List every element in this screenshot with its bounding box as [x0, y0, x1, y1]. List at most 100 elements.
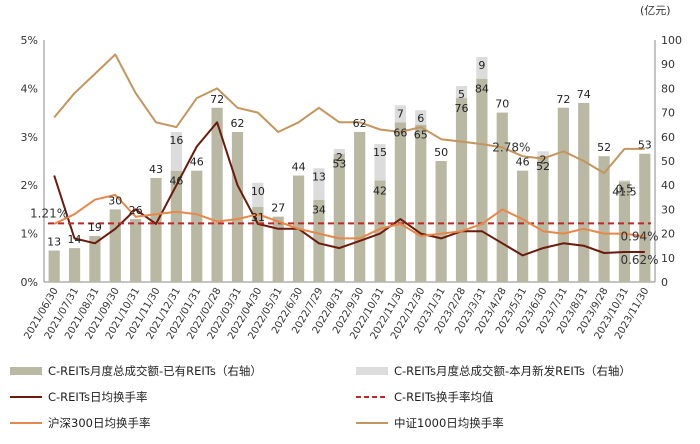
mean-annotation: 1.21% — [30, 206, 68, 220]
right-tick-label: 40 — [661, 179, 675, 192]
bar-existing-label: 53 — [332, 158, 346, 171]
bar-existing-label: 46 — [190, 156, 204, 169]
bar-existing — [537, 156, 549, 282]
right-tick-label: 70 — [661, 107, 675, 120]
right-tick-label: 60 — [661, 131, 675, 144]
bar-new-label: 15 — [373, 146, 387, 159]
bar-existing-label: 13 — [47, 236, 61, 249]
bar-new-label: 0.5 — [616, 182, 634, 195]
bar-existing-label: 34 — [312, 204, 326, 217]
legend-label-hs300: 沪深300日均换手率 — [48, 416, 150, 430]
series-line-0 — [53, 121, 645, 257]
bar-existing — [415, 124, 427, 282]
right-tick-label: 100 — [661, 34, 682, 47]
right-tick-label: 10 — [661, 252, 675, 265]
legend-label-creits-mean: C-REITs换手率均值 — [394, 390, 494, 404]
bar-existing-label: 62 — [353, 117, 367, 130]
left-tick-label: 0% — [21, 276, 38, 289]
bar-existing-label: 30 — [108, 194, 122, 207]
legend-item-creits-turnover: C-REITs日均换手率 — [10, 390, 147, 404]
legend-swatch-bars-existing — [10, 367, 42, 375]
bar-new-label: 10 — [251, 185, 265, 198]
bar-existing — [333, 153, 345, 282]
bar-existing-label: 65 — [414, 129, 428, 142]
bar-existing — [48, 250, 60, 282]
bar-existing — [272, 216, 284, 282]
bars — [48, 56, 651, 282]
right-tick-label: 30 — [661, 203, 675, 216]
bar-existing — [476, 78, 488, 282]
bar-existing-label: 72 — [556, 93, 570, 106]
bar-existing — [496, 112, 508, 282]
legend-item-bars-new: C-REITs月度总成交额-本月新发REITs（右轴） — [356, 364, 631, 378]
legend-label-bars-existing: C-REITs月度总成交额-已有REITs（右轴） — [48, 364, 262, 378]
legend-label-bars-new: C-REITs月度总成交额-本月新发REITs（右轴） — [394, 364, 631, 378]
bar-existing — [557, 107, 569, 282]
bar-existing — [313, 199, 325, 282]
bar-existing — [150, 177, 162, 282]
right-tick-label: 50 — [661, 155, 675, 168]
creits-annotation: 0.62% — [620, 253, 658, 267]
left-tick-label: 2% — [21, 179, 38, 192]
axis-lines — [43, 40, 656, 283]
bar-existing-label: 26 — [129, 204, 143, 217]
bar-existing — [394, 122, 407, 282]
bar-existing-label: 42 — [373, 184, 387, 197]
bar-existing — [618, 181, 631, 282]
bar-new — [170, 131, 182, 171]
bar-existing — [211, 107, 223, 282]
annotations: 1.21% 2.78% 0.94% 0.62% — [30, 140, 659, 267]
right-axis-unit: (亿元) — [640, 4, 671, 17]
bar-existing-label: 50 — [434, 146, 448, 159]
bar-existing — [68, 248, 81, 282]
bar-existing-label: 84 — [475, 83, 489, 96]
bar-existing — [130, 219, 142, 282]
left-tick-label: 3% — [21, 131, 38, 144]
bar-new-label: 16 — [169, 134, 183, 147]
bar-existing — [170, 170, 182, 282]
bar-new-label: 2 — [539, 153, 546, 166]
bar-existing-label: 14 — [68, 233, 82, 246]
bar-existing — [231, 131, 244, 282]
right-tick-label: 0 — [661, 276, 668, 289]
bar-existing — [639, 153, 651, 282]
bar-existing — [354, 131, 366, 282]
bar-existing — [578, 102, 590, 282]
bar-existing-label: 76 — [455, 102, 469, 115]
bar-existing-label: 70 — [495, 98, 509, 111]
legend-label-csi1000: 中证1000日均换手率 — [394, 416, 504, 430]
left-tick-label: 5% — [21, 34, 38, 47]
right-tick-label: 20 — [661, 228, 675, 241]
bar-new — [313, 168, 325, 200]
bar-existing-label: 52 — [536, 160, 550, 173]
legend-label-creits-turnover: C-REITs日均换手率 — [48, 390, 147, 404]
bar-new-label: 7 — [397, 107, 404, 120]
legend-item-bars-existing: C-REITs月度总成交额-已有REITs（右轴） — [10, 364, 262, 378]
bar-existing — [598, 156, 610, 282]
bar-new-label: 5 — [458, 88, 465, 101]
bar-existing-label: 72 — [210, 93, 224, 106]
bar-existing — [374, 180, 386, 282]
bar-existing-label: 53 — [638, 139, 652, 152]
series-line-3 — [53, 53, 645, 175]
bar-existing-label: 46 — [516, 156, 530, 169]
bar-new-label: 6 — [417, 112, 424, 125]
bar-existing-label: 43 — [149, 163, 163, 176]
bar-existing — [435, 161, 447, 282]
bar-new — [252, 182, 264, 207]
bar-new-label: 9 — [478, 59, 485, 72]
legend-item-csi1000: 中证1000日均换手率 — [356, 416, 504, 430]
bar-new-label: 13 — [312, 170, 326, 183]
bar-new — [476, 56, 488, 79]
bar-existing — [191, 170, 203, 282]
bar-existing-label: 74 — [577, 88, 591, 101]
bar-new — [455, 85, 468, 99]
bar-existing-label: 66 — [393, 126, 407, 139]
left-tick-label: 4% — [21, 82, 38, 95]
hs300-annotation: 0.94% — [620, 230, 658, 244]
bar-existing — [109, 209, 121, 282]
bar-new — [394, 105, 407, 123]
bar-existing-label: 19 — [88, 221, 102, 234]
